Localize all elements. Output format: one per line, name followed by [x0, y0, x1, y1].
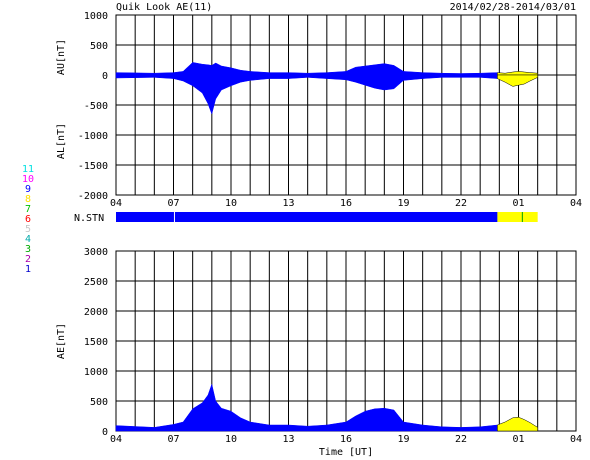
- au-al-ytick-label: -1000: [78, 131, 108, 142]
- au-area-blue: [115, 62, 498, 76]
- ae-panel: 0 500 1000 1500 2000 2500 3000 04 07 10 13 16 19 22 01…: [56, 247, 582, 458]
- au-area-yellow: [497, 71, 538, 76]
- au-al-xtick-label: 04: [570, 198, 582, 209]
- ae-ytick-label: 3000: [84, 247, 108, 258]
- au-al-ytick-label: 0: [102, 71, 108, 82]
- ae-xtick-label: 04: [110, 434, 122, 445]
- station-legend-item: 7: [25, 204, 31, 215]
- station-legend-item: 1: [25, 264, 31, 275]
- ae-xtick-label: 04: [570, 434, 582, 445]
- ae-ytick-label: 500: [90, 397, 108, 408]
- ae-ytick-label: 1000: [84, 367, 108, 378]
- ae-x-axis-label: Time [UT]: [319, 447, 373, 458]
- ae-xtick-label: 19: [397, 434, 409, 445]
- date-range: 2014/02/28-2014/03/01: [450, 2, 576, 13]
- au-al-xtick-label: 04: [110, 198, 122, 209]
- stn-segment: [116, 212, 498, 222]
- au-axis-label: AU[nT]: [56, 39, 67, 75]
- ae-xtick-label: 13: [282, 434, 294, 445]
- al-area-blue: [115, 74, 498, 115]
- au-al-xtick-label: 07: [167, 198, 179, 209]
- ae-xtick-label: 07: [167, 434, 179, 445]
- al-area-yellow: [497, 74, 538, 87]
- ae-ytick-label: 2000: [84, 307, 108, 318]
- au-al-xtick-label: 22: [455, 198, 467, 209]
- chart-title: Quik Look AE(11): [116, 2, 212, 13]
- station-legend-item: 9: [25, 184, 31, 195]
- station-count-panel: N.STN: [74, 212, 538, 224]
- station-legend-item: 2: [25, 254, 31, 265]
- au-al-xtick-label: 16: [340, 198, 352, 209]
- au-al-xtick-label: 01: [512, 198, 524, 209]
- au-al-xtick-label: 19: [397, 198, 409, 209]
- stn-label: N.STN: [74, 213, 104, 224]
- ae-area-yellow: [497, 416, 538, 432]
- au-al-ytick-label: -500: [84, 101, 108, 112]
- station-legend-item: 3: [25, 244, 31, 255]
- au-al-ytick-label: -2000: [78, 191, 108, 202]
- ae-xtick-label: 22: [455, 434, 467, 445]
- ae-ytick-label: 0: [102, 427, 108, 438]
- au-al-xtick-label: 13: [282, 198, 294, 209]
- au-al-ytick-label: 1000: [84, 11, 108, 22]
- ae-ytick-label: 2500: [84, 277, 108, 288]
- station-legend-item: 4: [25, 234, 31, 245]
- al-axis-label: AL[nT]: [56, 123, 67, 159]
- station-legend-item: 10: [22, 174, 34, 185]
- ae-axis-label: AE[nT]: [56, 323, 67, 359]
- ae-xtick-label: 01: [512, 434, 524, 445]
- station-legend-item: 11: [22, 164, 34, 175]
- au-al-ytick-label: -1500: [78, 161, 108, 172]
- station-legend-item: 8: [25, 194, 31, 205]
- ae-xtick-label: 10: [225, 434, 237, 445]
- ae-ytick-label: 1500: [84, 337, 108, 348]
- station-legend-item: 5: [25, 224, 31, 235]
- ae-area-blue: [115, 383, 498, 432]
- au-al-ytick-label: 500: [90, 41, 108, 52]
- au-al-panel: -2000 -1500 -1000 -500 0 500 1000 04 07 10 13 16 19 2…: [56, 11, 582, 209]
- stn-segment: [497, 212, 538, 222]
- station-legend-item: 6: [25, 214, 31, 225]
- au-al-xtick-label: 10: [225, 198, 237, 209]
- ae-xtick-label: 16: [340, 434, 352, 445]
